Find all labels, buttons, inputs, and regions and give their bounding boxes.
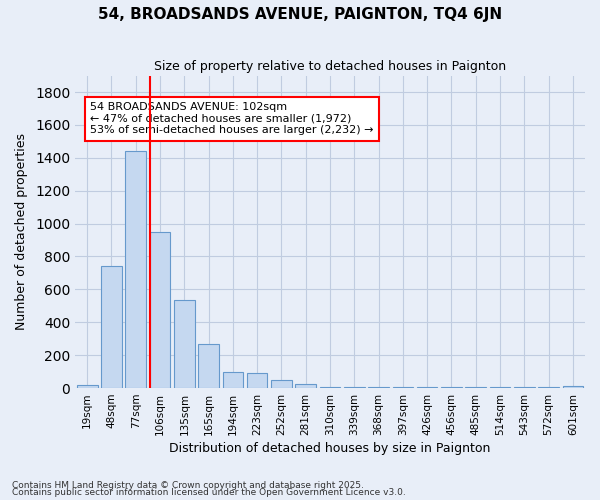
Bar: [174, 300, 194, 388]
Bar: [101, 266, 122, 388]
Bar: [295, 384, 316, 388]
Text: Contains HM Land Registry data © Crown copyright and database right 2025.: Contains HM Land Registry data © Crown c…: [12, 480, 364, 490]
Text: 54, BROADSANDS AVENUE, PAIGNTON, TQ4 6JN: 54, BROADSANDS AVENUE, PAIGNTON, TQ4 6JN: [98, 8, 502, 22]
Bar: [344, 387, 365, 388]
Bar: [563, 386, 583, 388]
Bar: [392, 387, 413, 388]
Bar: [223, 372, 243, 388]
Title: Size of property relative to detached houses in Paignton: Size of property relative to detached ho…: [154, 60, 506, 73]
Bar: [514, 387, 535, 388]
Bar: [538, 387, 559, 388]
Y-axis label: Number of detached properties: Number of detached properties: [15, 134, 28, 330]
Bar: [441, 387, 462, 388]
Bar: [77, 385, 98, 388]
Bar: [150, 232, 170, 388]
Bar: [320, 387, 340, 388]
Bar: [368, 387, 389, 388]
Bar: [198, 344, 219, 388]
Bar: [417, 387, 437, 388]
Text: 54 BROADSANDS AVENUE: 102sqm
← 47% of detached houses are smaller (1,972)
53% of: 54 BROADSANDS AVENUE: 102sqm ← 47% of de…: [91, 102, 374, 136]
Bar: [466, 387, 486, 388]
X-axis label: Distribution of detached houses by size in Paignton: Distribution of detached houses by size …: [169, 442, 491, 455]
Bar: [490, 387, 511, 388]
Bar: [247, 374, 268, 388]
Bar: [271, 380, 292, 388]
Bar: [125, 151, 146, 388]
Text: Contains public sector information licensed under the Open Government Licence v3: Contains public sector information licen…: [12, 488, 406, 497]
